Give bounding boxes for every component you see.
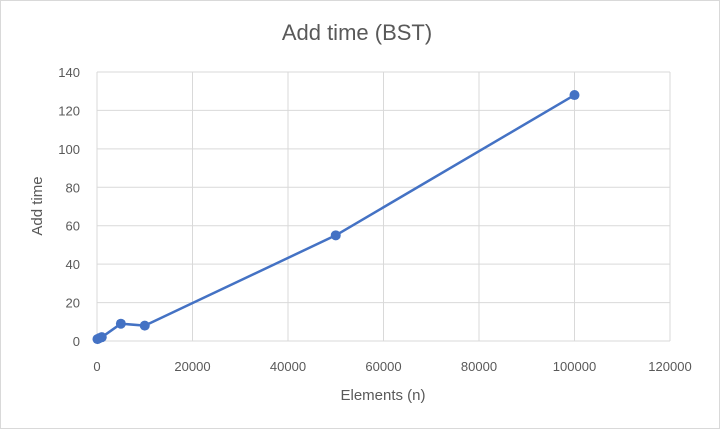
y-axis-title: Add time bbox=[29, 176, 46, 235]
y-tick-label: 40 bbox=[66, 257, 80, 272]
x-tick-label: 120000 bbox=[648, 359, 691, 374]
x-tick-label: 100000 bbox=[553, 359, 596, 374]
x-tick-label: 40000 bbox=[270, 359, 306, 374]
x-tick-label: 60000 bbox=[365, 359, 401, 374]
y-tick-label: 20 bbox=[66, 296, 80, 311]
y-tick-label: 0 bbox=[73, 334, 80, 349]
x-tick-label: 0 bbox=[93, 359, 100, 374]
x-tick-label: 80000 bbox=[461, 359, 497, 374]
y-tick-label: 80 bbox=[66, 180, 80, 195]
data-point bbox=[96, 332, 107, 343]
y-tick-label: 140 bbox=[58, 65, 80, 80]
y-tick-label: 60 bbox=[66, 219, 80, 234]
x-axis-tick-labels: 0 20000 40000 60000 80000 100000 120000 bbox=[93, 359, 691, 374]
data-point bbox=[330, 230, 341, 241]
y-tick-label: 120 bbox=[58, 103, 80, 118]
data-point bbox=[139, 320, 150, 331]
y-axis-tick-labels: 0 20 40 60 80 100 120 140 bbox=[58, 65, 80, 349]
x-axis-title: Elements (n) bbox=[340, 387, 425, 404]
data-series bbox=[92, 90, 580, 345]
data-point bbox=[569, 90, 580, 101]
chart-title: Add time (BST) bbox=[282, 20, 432, 45]
data-point bbox=[115, 318, 126, 329]
x-tick-label: 20000 bbox=[174, 359, 210, 374]
y-tick-label: 100 bbox=[58, 142, 80, 157]
